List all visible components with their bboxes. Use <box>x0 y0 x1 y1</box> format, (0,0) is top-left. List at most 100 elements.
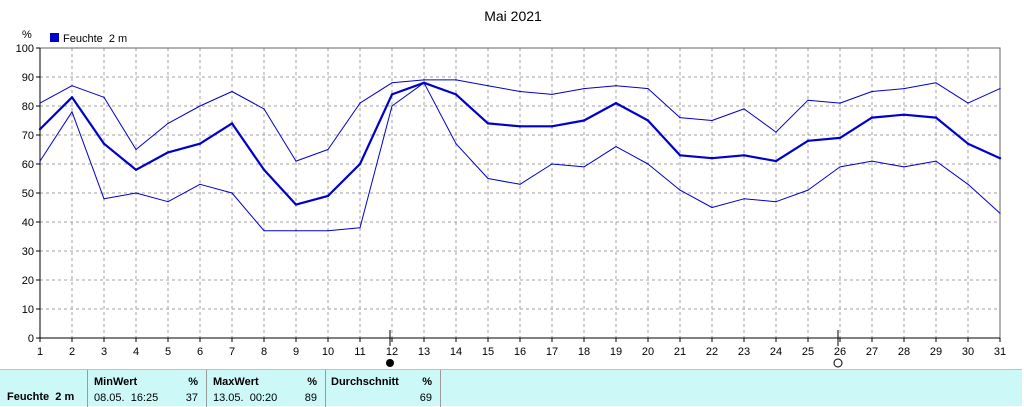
data-point-max <box>999 88 1001 90</box>
x-tick-label: 9 <box>293 346 299 358</box>
data-point-mean <box>646 119 650 122</box>
data-point-mean <box>70 96 74 99</box>
data-point-min <box>167 201 169 203</box>
data-point-min <box>39 160 41 162</box>
data-point-min <box>519 183 521 185</box>
data-point-mean <box>454 93 458 96</box>
data-point-max <box>391 82 393 84</box>
data-point-mean <box>102 142 106 145</box>
data-point-min <box>647 163 649 165</box>
data-point-max <box>839 102 841 104</box>
data-point-min <box>583 166 585 168</box>
data-point-max <box>487 85 489 87</box>
data-point-mean <box>518 125 522 128</box>
y-tick-label: 90 <box>22 72 34 84</box>
data-point-max <box>647 88 649 90</box>
data-point-max <box>71 85 73 87</box>
new-moon-icon <box>386 359 394 367</box>
stats-series-cell: Feuchte 2 m <box>0 370 88 407</box>
x-tick-label: 7 <box>229 346 235 358</box>
data-point-mean <box>870 116 874 119</box>
min-label: MinWert <box>94 376 138 388</box>
x-tick-label: 23 <box>738 346 750 358</box>
data-point-mean <box>486 122 490 125</box>
data-point-min <box>327 230 329 232</box>
x-tick-label: 6 <box>197 346 203 358</box>
data-point-max <box>231 90 233 93</box>
data-point-mean <box>710 157 714 160</box>
data-point-min <box>455 143 457 145</box>
data-point-mean <box>326 194 330 198</box>
data-point-min <box>231 192 233 194</box>
data-point-min <box>743 198 745 200</box>
data-point-min <box>967 183 969 185</box>
data-point-mean <box>678 154 682 157</box>
data-point-mean <box>38 128 42 131</box>
avg-value: 69 <box>419 392 432 404</box>
data-point-max <box>263 108 265 110</box>
x-tick-label: 5 <box>165 346 171 358</box>
x-tick-label: 29 <box>930 346 942 358</box>
x-tick-label: 28 <box>898 346 910 358</box>
x-tick-label: 8 <box>261 346 267 358</box>
stats-avg-cell: Durchschnitt % 69 <box>326 370 441 407</box>
x-tick-label: 21 <box>674 346 686 358</box>
data-point-max <box>359 102 361 104</box>
data-point-max <box>103 96 105 98</box>
y-tick-label: 10 <box>22 304 34 316</box>
data-point-max <box>551 93 553 95</box>
data-point-min <box>263 230 265 232</box>
x-tick-label: 26 <box>834 346 846 358</box>
data-point-max <box>455 79 457 81</box>
data-point-mean <box>390 93 394 96</box>
x-tick-label: 27 <box>866 346 878 358</box>
x-tick-label: 11 <box>354 346 365 358</box>
y-tick-label: 40 <box>22 217 34 229</box>
min-value: 37 <box>185 392 198 404</box>
data-point-min <box>775 201 777 203</box>
x-tick-label: 2 <box>69 346 75 358</box>
avg-unit: % <box>422 376 432 388</box>
x-tick-label: 14 <box>450 346 462 358</box>
data-point-min <box>359 227 361 229</box>
data-point-min <box>999 212 1001 214</box>
data-point-mean <box>614 101 618 105</box>
data-point-mean <box>966 142 970 145</box>
data-point-mean <box>902 113 906 116</box>
data-point-min <box>871 160 873 162</box>
max-value: 89 <box>304 392 317 404</box>
y-tick-label: 70 <box>22 130 34 142</box>
data-point-mean <box>230 122 234 125</box>
data-point-mean <box>774 159 778 163</box>
y-tick-label: 30 <box>22 246 34 258</box>
data-point-max <box>935 82 937 84</box>
x-tick-label: 15 <box>482 346 494 358</box>
data-point-mean <box>582 119 586 122</box>
data-point-max <box>775 131 777 133</box>
data-point-max <box>807 99 809 101</box>
data-point-min <box>487 177 489 180</box>
data-point-max <box>199 105 201 107</box>
data-point-min <box>711 206 713 209</box>
data-point-min <box>903 166 905 168</box>
legend-entry: Feuchte 2 m <box>63 33 127 45</box>
data-point-min <box>807 189 809 191</box>
data-point-mean <box>198 142 202 145</box>
x-tick-label: 25 <box>802 346 814 358</box>
data-point-mean <box>550 125 554 128</box>
data-point-min <box>295 230 297 232</box>
x-tick-label: 20 <box>642 346 654 358</box>
avg-label: Durchschnitt <box>331 376 399 388</box>
data-point-min <box>71 111 73 113</box>
data-point-mean <box>934 116 938 119</box>
y-tick-label: 0 <box>28 333 34 345</box>
x-tick-label: 1 <box>37 346 43 358</box>
data-point-max <box>519 90 521 93</box>
data-point-max <box>327 148 329 151</box>
data-point-max <box>679 117 681 119</box>
full-moon-icon <box>833 358 843 368</box>
stats-series-label: Feuchte 2 m <box>7 391 75 403</box>
data-point-max <box>423 79 425 81</box>
min-datetime: 08.05. 16:25 <box>94 392 159 404</box>
data-point-max <box>583 88 585 90</box>
